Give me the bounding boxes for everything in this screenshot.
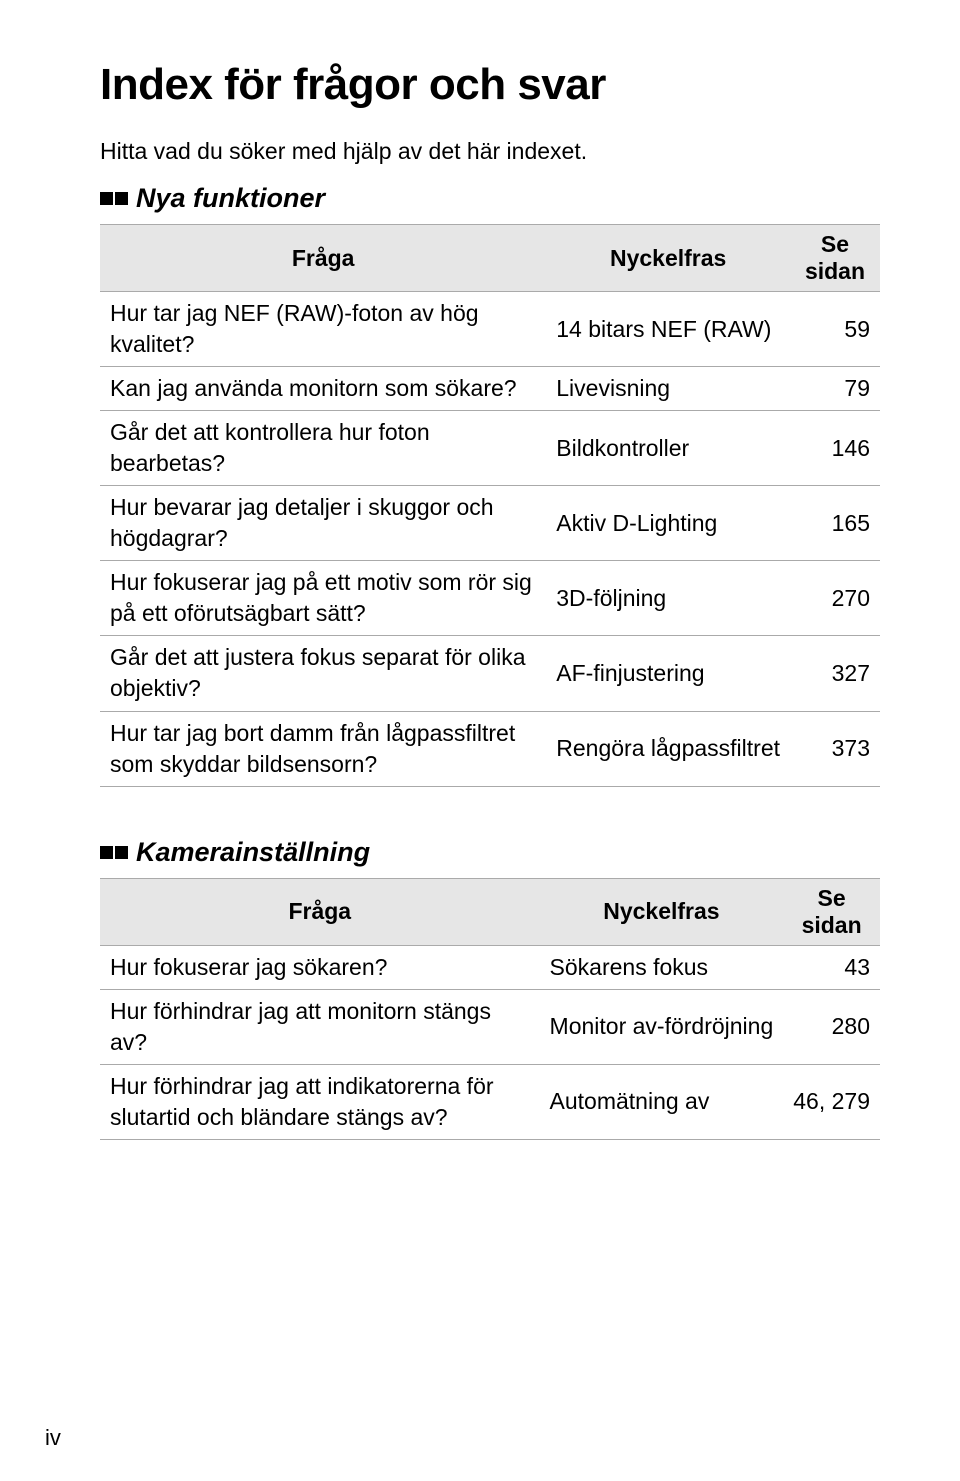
cell-question: Hur fokuserar jag sökaren? <box>100 945 540 989</box>
cell-page: 165 <box>790 486 880 561</box>
cell-keyword: 14 bitars NEF (RAW) <box>546 292 790 367</box>
section-label-text: Nya funktioner <box>136 183 325 214</box>
section-heading: Nya funktioner <box>100 183 880 214</box>
cell-keyword: Rengöra lågpassfiltret <box>546 711 790 786</box>
cell-question: Hur bevarar jag detaljer i skuggor och h… <box>100 486 546 561</box>
col-question: Fråga <box>100 225 546 292</box>
col-keyword: Nyckelfras <box>540 878 784 945</box>
cell-question: Går det att justera fokus separat för ol… <box>100 636 546 711</box>
col-page: Se sidan <box>790 225 880 292</box>
table-row: Hur förhindrar jag att indikatorerna för… <box>100 1064 880 1139</box>
table-header-row: Fråga Nyckelfras Se sidan <box>100 225 880 292</box>
cell-question: Hur tar jag bort damm från lågpassfiltre… <box>100 711 546 786</box>
manual-page: Index för frågor och svar Hitta vad du s… <box>0 0 960 1481</box>
section-label-text: Kamerainställning <box>136 837 370 868</box>
cell-question: Hur fokuserar jag på ett motiv som rör s… <box>100 561 546 636</box>
col-page: Se sidan <box>783 878 880 945</box>
page-subtitle: Hitta vad du söker med hjälp av det här … <box>100 138 880 165</box>
page-title: Index för frågor och svar <box>100 60 880 110</box>
cell-page: 43 <box>783 945 880 989</box>
cell-keyword: AF-finjustering <box>546 636 790 711</box>
table-row: Hur förhindrar jag att monitorn stängs a… <box>100 989 880 1064</box>
table-header-row: Fråga Nyckelfras Se sidan <box>100 878 880 945</box>
table-row: Hur bevarar jag detaljer i skuggor och h… <box>100 486 880 561</box>
page-number: iv <box>45 1425 61 1451</box>
cell-keyword: 3D-följning <box>546 561 790 636</box>
qna-table: Fråga Nyckelfras Se sidan Hur tar jag NE… <box>100 224 880 787</box>
cell-page: 373 <box>790 711 880 786</box>
cell-question: Hur tar jag NEF (RAW)-foton av hög kvali… <box>100 292 546 367</box>
cell-keyword: Automätning av <box>540 1064 784 1139</box>
cell-keyword: Bildkontroller <box>546 411 790 486</box>
cell-keyword: Sökarens fokus <box>540 945 784 989</box>
cell-question: Hur förhindrar jag att indikatorerna för… <box>100 1064 540 1139</box>
cell-page: 79 <box>790 367 880 411</box>
cell-keyword: Aktiv D-Lighting <box>546 486 790 561</box>
col-keyword: Nyckelfras <box>546 225 790 292</box>
cell-page: 327 <box>790 636 880 711</box>
table-row: Kan jag använda monitorn som sökare? Liv… <box>100 367 880 411</box>
table-row: Går det att kontrollera hur foton bearbe… <box>100 411 880 486</box>
cell-page: 280 <box>783 989 880 1064</box>
cell-page: 59 <box>790 292 880 367</box>
cell-page: 270 <box>790 561 880 636</box>
bullet-icon <box>100 846 128 859</box>
qna-table: Fråga Nyckelfras Se sidan Hur fokuserar … <box>100 878 880 1140</box>
cell-keyword: Monitor av-fördröjning <box>540 989 784 1064</box>
table-row: Hur fokuserar jag på ett motiv som rör s… <box>100 561 880 636</box>
cell-question: Går det att kontrollera hur foton bearbe… <box>100 411 546 486</box>
table-row: Hur tar jag bort damm från lågpassfiltre… <box>100 711 880 786</box>
cell-question: Hur förhindrar jag att monitorn stängs a… <box>100 989 540 1064</box>
cell-page: 146 <box>790 411 880 486</box>
table-row: Hur fokuserar jag sökaren? Sökarens foku… <box>100 945 880 989</box>
table-row: Går det att justera fokus separat för ol… <box>100 636 880 711</box>
cell-keyword: Livevisning <box>546 367 790 411</box>
bullet-icon <box>100 192 128 205</box>
section-heading: Kamerainställning <box>100 837 880 868</box>
cell-page: 46, 279 <box>783 1064 880 1139</box>
col-question: Fråga <box>100 878 540 945</box>
table-row: Hur tar jag NEF (RAW)-foton av hög kvali… <box>100 292 880 367</box>
cell-question: Kan jag använda monitorn som sökare? <box>100 367 546 411</box>
